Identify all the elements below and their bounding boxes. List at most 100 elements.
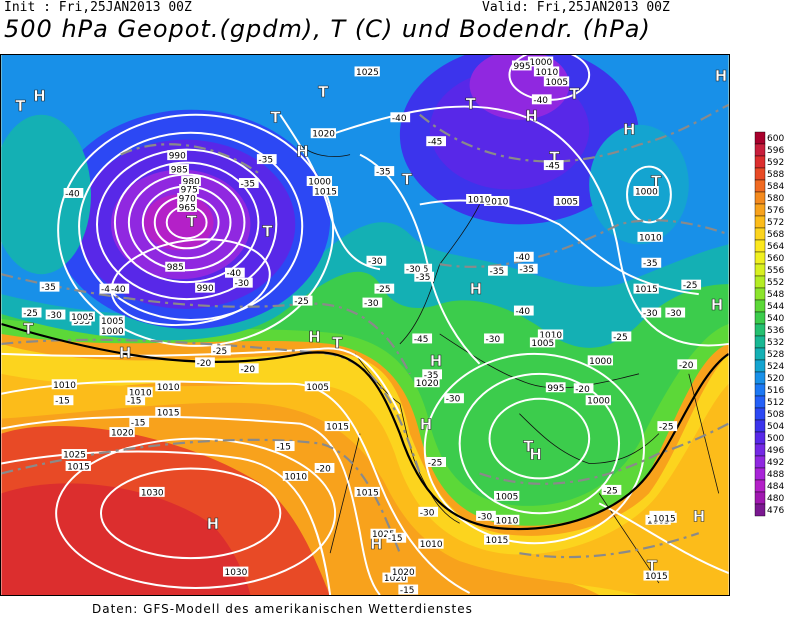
legend-swatch	[754, 431, 766, 445]
svg-text:1010: 1010	[535, 68, 558, 78]
legend-swatch	[754, 479, 766, 493]
isobar-label: 1010	[533, 66, 560, 78]
low-pressure-label: T	[647, 557, 658, 575]
temperature-label: -20	[677, 359, 698, 371]
isobar-label: 1005	[304, 381, 331, 393]
svg-text:-15: -15	[276, 443, 291, 453]
svg-text:1010: 1010	[129, 389, 152, 399]
legend-level-label: 588	[767, 170, 784, 180]
legend-swatch	[754, 371, 766, 385]
temperature-label: -25	[426, 457, 446, 468]
map-title: 500 hPa Geopot.(gpdm), T (C) und Bodendr…	[4, 15, 651, 43]
legend-swatch	[754, 131, 766, 145]
svg-text:-35: -35	[416, 273, 431, 283]
svg-text:-15: -15	[127, 397, 142, 407]
svg-text:975: 975	[181, 185, 198, 195]
temperature-label: -45	[543, 160, 564, 172]
low-pressure-label: T	[270, 109, 281, 127]
legend-swatch	[754, 239, 766, 253]
svg-text:1015: 1015	[67, 462, 90, 472]
svg-text:1010: 1010	[486, 197, 509, 207]
legend-swatch	[754, 383, 766, 397]
svg-text:-25: -25	[613, 333, 628, 343]
temperature-label: -30	[641, 307, 662, 319]
legend-level-label: 600	[767, 134, 784, 144]
legend-swatch	[754, 227, 766, 241]
svg-text:-35: -35	[376, 168, 391, 178]
svg-text:995: 995	[513, 62, 530, 72]
high-pressure-label: H	[207, 515, 220, 533]
temperature-label: -15	[125, 395, 146, 407]
svg-text:-25: -25	[23, 309, 38, 319]
svg-text:-30: -30	[420, 508, 435, 518]
temperature-label: -40	[531, 94, 552, 106]
legend-level-label: 508	[767, 410, 784, 420]
isobar-label: 1025	[61, 449, 87, 461]
svg-text:1010: 1010	[496, 516, 519, 526]
legend-swatch	[754, 179, 766, 193]
data-credit: Daten: GFS-Modell des amerikanischen Wet…	[92, 602, 473, 616]
svg-text:1030: 1030	[225, 568, 248, 578]
legend-swatch	[754, 323, 766, 337]
svg-text:-35: -35	[519, 265, 534, 275]
high-pressure-label: H	[370, 535, 383, 553]
temperature-label: -25	[211, 345, 231, 357]
svg-text:-25: -25	[428, 458, 443, 468]
isobar-label: 1010	[537, 329, 564, 341]
svg-text:1015: 1015	[486, 536, 509, 546]
low-pressure-label: T	[262, 222, 273, 240]
isobar-label: 1005	[543, 76, 570, 88]
temperature-label: -40	[99, 283, 120, 295]
high-pressure-label: H	[119, 344, 132, 362]
isobar-label: 1005	[99, 315, 125, 327]
svg-text:995: 995	[547, 384, 564, 394]
isobar-label: 1010	[282, 470, 309, 482]
legend-swatch	[754, 347, 766, 361]
low-pressure-label: T	[569, 85, 580, 103]
svg-text:1010: 1010	[284, 472, 307, 482]
temperature-label: -30	[362, 297, 383, 309]
svg-text:1015: 1015	[653, 514, 676, 524]
legend-level-label: 516	[767, 386, 784, 396]
legend-level-label: 572	[767, 218, 784, 228]
legend-level-label: 564	[767, 242, 784, 252]
high-pressure-label: H	[623, 121, 636, 139]
temperature-label: -30	[476, 510, 496, 522]
legend-swatch	[754, 443, 766, 457]
temperature-label: -35	[256, 154, 277, 166]
temperature-label: -20	[238, 363, 259, 375]
temperature-label: -25	[601, 484, 622, 496]
svg-text:1030: 1030	[141, 488, 164, 498]
map-labels: HHHHHHHHHHHHHHHTTTTTTTTTTTTTT10301025102…	[15, 56, 728, 595]
isobar-label: 995	[511, 60, 532, 72]
high-pressure-label: H	[693, 507, 706, 525]
isobar-label: 1010	[155, 381, 181, 393]
legend-swatch	[754, 251, 766, 265]
legend-swatch	[754, 503, 766, 517]
legend-level-label: 592	[767, 158, 784, 168]
legend-swatch	[754, 359, 766, 373]
legend-level-label: 548	[767, 290, 784, 300]
svg-text:1025: 1025	[356, 68, 379, 78]
legend-level-label: 596	[767, 146, 784, 156]
legend-swatch	[754, 335, 766, 349]
svg-text:-25: -25	[659, 423, 674, 433]
isobar-label: 1010	[466, 193, 492, 205]
legend-level-label: 576	[767, 206, 784, 216]
color-legend: 600 596 592 588 584 580 576 572 568 564 560 556 552 5…	[754, 131, 784, 517]
isobar-label: 1020	[382, 572, 408, 584]
svg-text:1020: 1020	[111, 429, 134, 439]
isobar-label: 1015	[312, 186, 338, 197]
legend-level-label: 524	[767, 362, 784, 372]
isobar-label: 1015	[633, 283, 659, 295]
svg-text:-35: -35	[41, 283, 56, 293]
temperature-label: -15	[386, 532, 407, 544]
svg-text:-40: -40	[515, 253, 530, 263]
temperature-label: -25	[292, 295, 313, 307]
legend-level-label: 528	[767, 350, 784, 360]
temperature-label: -40	[225, 267, 245, 279]
temperature-label: -25	[611, 331, 632, 343]
svg-text:1000: 1000	[587, 397, 610, 407]
svg-text:1015: 1015	[314, 187, 337, 197]
svg-text:1000: 1000	[635, 187, 658, 197]
